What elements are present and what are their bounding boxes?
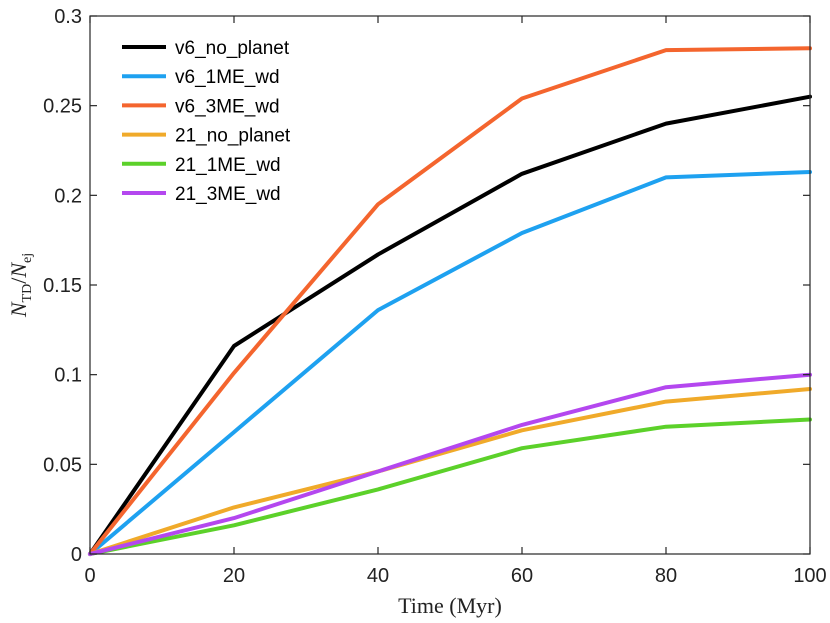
x-tick-label: 0: [84, 565, 95, 587]
x-tick-label: 40: [367, 565, 389, 587]
legend: v6_no_planet v6_1ME_wd v6_3ME_wd 21_no_plan…: [122, 38, 291, 205]
series-line-21_3ME_wd: [88, 372, 812, 556]
series-line-v6_no_planet: [88, 94, 812, 556]
x-tick-label: 100: [793, 565, 826, 587]
legend-label-21_no_planet: 21_no_planet: [175, 126, 291, 147]
x-tick-label: 20: [223, 565, 245, 587]
y-axis-title-numerator-sub: TD: [20, 284, 35, 303]
y-tick-label: 0.25: [43, 96, 82, 118]
series-line-21_1ME_wd: [88, 417, 812, 556]
legend-label-v6_3ME_wd: v6_3ME_wd: [175, 96, 280, 117]
legend-label-21_1ME_wd: 21_1ME_wd: [175, 155, 281, 176]
y-tick-label: 0.15: [43, 275, 82, 297]
y-axis-title: NTD/Nej: [6, 253, 35, 318]
series-line-v6_3ME_wd: [88, 46, 812, 556]
legend-label-v6_no_planet: v6_no_planet: [175, 38, 290, 59]
legend-label-21_3ME_wd: 21_3ME_wd: [175, 184, 281, 205]
series-line-21_no_planet: [88, 387, 812, 556]
legend-label-v6_1ME_wd: v6_1ME_wd: [175, 67, 280, 88]
y-axis-title-numerator: N: [6, 301, 31, 318]
y-tick-label: 0.05: [43, 454, 82, 476]
y-tick-label: 0: [71, 544, 82, 566]
series-line-v6_1ME_wd: [88, 170, 812, 556]
x-axis-title: Time (Myr): [398, 593, 502, 618]
series-layer: [88, 46, 812, 556]
y-axis-title-denominator-sub: ej: [20, 253, 35, 263]
y-axis-title-slash: /: [6, 277, 31, 284]
x-tick-label: 60: [511, 565, 533, 587]
x-tick-label: 80: [655, 565, 677, 587]
plot-area: [90, 16, 810, 554]
axes-layer: 0 20 40 60 80 100 0 0.05 0.1 0.15 0.2 0.25 0.3: [43, 6, 827, 587]
y-tick-label: 0.2: [54, 185, 82, 207]
y-tick-label: 0.3: [54, 6, 82, 28]
y-tick-label: 0.1: [54, 365, 82, 387]
y-axis-title-denominator: N: [6, 262, 31, 279]
